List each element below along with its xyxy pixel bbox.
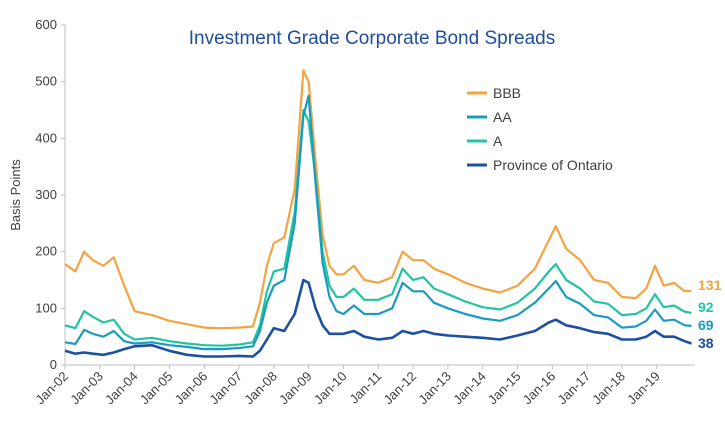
series-line-bbb — [64, 69, 692, 330]
x-tick-label: Jan-16 — [520, 369, 559, 408]
x-tick-label: Jan-03 — [67, 369, 106, 408]
x-tick-label: Jan-07 — [206, 369, 245, 408]
y-tick-label: 500 — [35, 74, 57, 89]
x-tick-label: Jan-02 — [32, 369, 71, 408]
x-tick-label: Jan-11 — [346, 369, 384, 407]
y-tick-label: 300 — [35, 187, 57, 202]
x-tick-label: Jan-18 — [589, 369, 628, 408]
x-tick-label: Jan-04 — [102, 369, 141, 408]
legend-label: A — [493, 133, 503, 149]
x-tick-label: Jan-08 — [241, 369, 280, 408]
end-value-label: 92 — [698, 299, 714, 315]
x-tick-label: Jan-10 — [311, 369, 350, 408]
x-tick-label: Jan-14 — [450, 369, 489, 408]
chart-title: Investment Grade Corporate Bond Spreads — [189, 28, 555, 49]
legend-label: Province of Ontario — [493, 157, 613, 173]
x-tick-label: Jan-06 — [172, 369, 211, 408]
y-axis-label: Basis Points — [8, 159, 23, 231]
legend-label: BBB — [493, 85, 521, 101]
x-tick-label: Jan-05 — [137, 369, 176, 408]
series-line-province-of-ontario — [64, 278, 692, 358]
y-tick-label: 0 — [50, 357, 57, 372]
y-tick-label: 100 — [35, 300, 57, 315]
y-tick-label: 400 — [35, 130, 57, 145]
series-line-a — [64, 108, 692, 347]
end-value-label: 38 — [698, 335, 714, 351]
series-lines — [64, 69, 692, 358]
x-tick-label: Jan-17 — [555, 369, 594, 408]
y-tick-label: 200 — [35, 244, 57, 259]
legend-label: AA — [493, 109, 512, 125]
series-line-aa — [64, 94, 692, 351]
y-tick-label: 600 — [35, 17, 57, 32]
axes: 0100200300400500600Jan-02Jan-03Jan-04Jan… — [32, 17, 695, 407]
end-value-label: 131 — [698, 277, 722, 293]
x-tick-label: Jan-15 — [485, 369, 524, 408]
end-value-label: 69 — [698, 317, 714, 333]
x-tick-label: Jan-09 — [276, 369, 315, 408]
x-tick-label: Jan-12 — [380, 369, 419, 408]
end-labels: 131 69 92 38 — [698, 277, 722, 351]
x-tick-label: Jan-19 — [624, 369, 663, 408]
x-tick-label: Jan-13 — [415, 369, 454, 408]
